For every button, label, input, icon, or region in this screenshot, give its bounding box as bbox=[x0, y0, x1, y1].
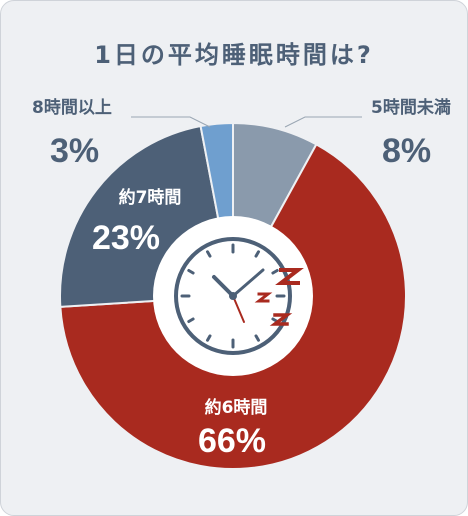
label-6h-category: 約6時間 bbox=[205, 397, 268, 418]
leader-line-5h bbox=[284, 116, 362, 128]
clock-icon bbox=[174, 237, 292, 355]
label-5h-value: 8% bbox=[382, 132, 431, 170]
label-5h-category: 5時間未満 bbox=[371, 97, 451, 118]
label-8h-value: 3% bbox=[50, 132, 99, 170]
zzz-icon bbox=[254, 268, 304, 326]
label-6h-value: 66% bbox=[198, 422, 266, 460]
label-8h-category: 8時間以上 bbox=[32, 97, 112, 118]
label-7h-category: 約7時間 bbox=[119, 187, 182, 208]
leader-line-8h bbox=[131, 116, 211, 128]
chart-title: 1日の平均睡眠時間は? bbox=[94, 41, 374, 69]
label-7h-value: 23% bbox=[92, 219, 160, 257]
